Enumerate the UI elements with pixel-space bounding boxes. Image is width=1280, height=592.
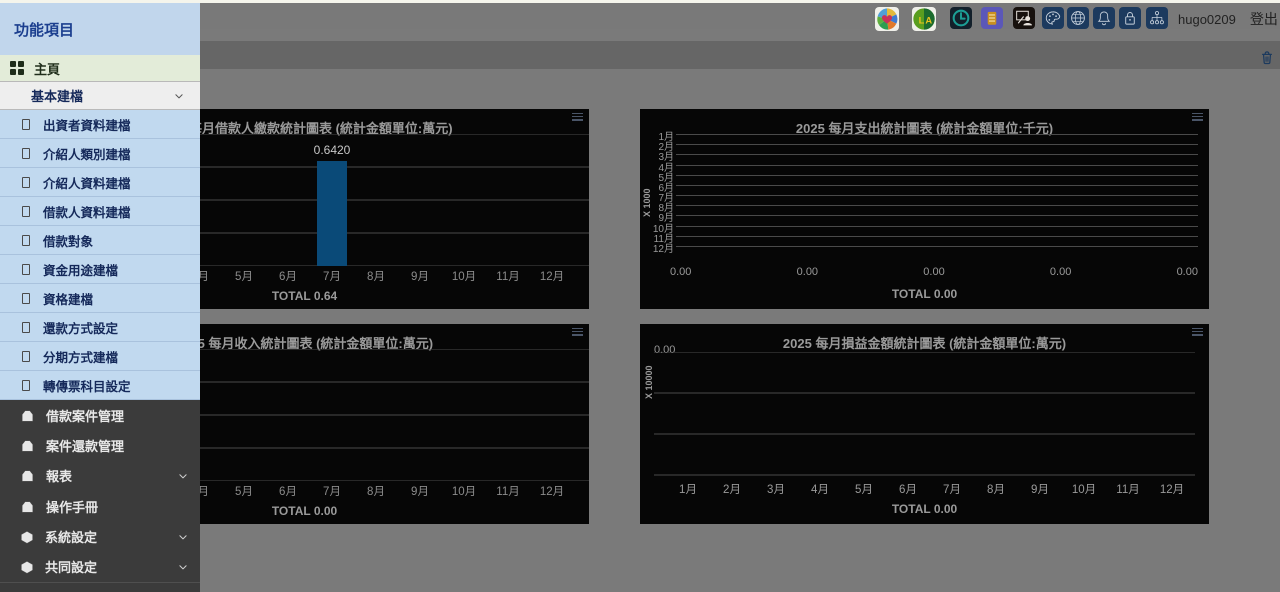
svg-text:0.6420: 0.6420 (314, 143, 351, 157)
svg-text:L: L (919, 16, 925, 26)
svg-text:A: A (925, 16, 932, 26)
